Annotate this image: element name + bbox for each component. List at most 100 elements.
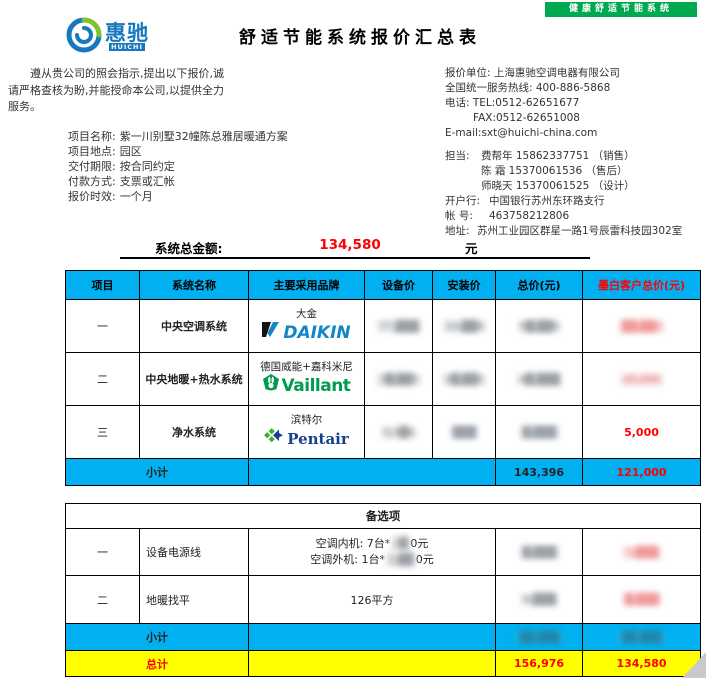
bank-row: 开户行: 中国银行苏州东环路支行 [445,194,703,209]
system-total-label: 系统总金额: [155,241,223,256]
spec-price-censored: 2█ [390,536,411,552]
health-comfort-badge: 健康舒适节能系统 [545,2,697,17]
main-quote-table: 项目 系统名称 主要采用品牌 设备价 安装价 总价(元) 墨白客户总价(元) 一… [65,270,701,486]
col-header-brand: 主要采用品牌 [248,270,365,300]
device-price-censored: 2█,██5 [376,372,421,386]
bank-label: 开户行: [445,195,481,207]
subtotal-total-censored: ██,███ [515,630,563,644]
client-price-censored: 45,000 [620,372,663,386]
brand-cell: 滨特尔 Pentair [248,405,365,459]
client-price-censored: 3,███ [622,545,661,559]
install-price-censored: ███ [449,425,479,439]
field-label: 报价时效: [68,190,116,203]
brand-name-cn: 滨特尔 [290,413,323,426]
table-row-hvac: 一 中央空调系统 大金 DAIKIN 77,███ 19,██0 9█,██0 … [65,299,701,353]
vaillant-logo-icon [262,373,279,398]
table-row-water: 三 净水系统 滨特尔 Pentair 5,5█6 ███ █,███ 5,000 [65,405,701,459]
quote-company-info: 报价单位: 上海惠驰空调电器有限公司 全国统一服务热线: 400-886-586… [445,66,703,141]
brand-name-cn: 大金 [296,307,317,320]
spec-price-censored: 2,██ [384,552,416,568]
grand-total-value: 156,976 [495,650,583,677]
col-header-total-price: 总价(元) [495,270,583,300]
project-fields: 项目名称: 紫一川别墅32幢陈总雅居暖通方案 项目地点: 园区 交付期限: 按合同约定… [68,129,288,204]
pentair-logo-icon [264,427,284,451]
huichi-swirl-icon [66,17,102,57]
total-price-censored: █,███ [519,425,559,439]
logo-text-en: HUICHI [109,43,145,51]
brand-cell: 大金 DAIKIN [248,299,365,353]
device-price-censored: 77,███ [376,319,421,333]
field-value: 支票或汇帐 [119,175,175,188]
total-price-censored: 9,███ [519,593,559,606]
col-header-device-price: 设备价 [364,270,433,300]
option-spec: 空调内机: 7台* 2█ 0元 空调外机: 1台* 2,██ 0元 [248,528,496,576]
table-header-row: 项目 系统名称 主要采用品牌 设备价 安装价 总价(元) 墨白客户总价(元) [65,270,701,300]
system-total-unit: 元 [465,241,478,256]
address-row: 地址: 苏州工业园区群星一路1号辰雷科技园302室 [445,224,703,239]
spec-line-outdoor: 空调外机: 1台* 2,██ 0元 [310,552,434,568]
system-name: 中央空调系统 [139,299,249,353]
install-price-censored: 2█,██1 [441,372,487,386]
client-price-censored: █,███ [622,593,662,606]
client-price-censored: ██,██0 [618,319,665,333]
option-name: 设备电源线 [139,528,249,576]
subtotal-spacer [248,458,496,486]
email-line: E-mail:sxt@huichi-china.com [445,127,598,139]
subtotal-client: 121,000 [582,458,701,486]
daikin-wordmark: DAIKIN [283,322,351,343]
quote-validity-row: 报价时效: 一个月 [68,189,288,204]
company-logo: 惠驰 HUICHI [66,17,149,57]
subtotal-client-censored: ██,███ [618,630,665,644]
page-corner-shade [682,652,706,678]
project-name-row: 项目名称: 紫一川别墅32幢陈总雅居暖通方案 [68,129,288,144]
options-table: 备选项 一 设备电源线 空调内机: 7台* 2█ 0元 空调外机: 1台* 2,██ 0… [64,503,702,677]
system-name: 中央地暖+热水系统 [139,352,249,406]
col-header-system: 系统名称 [139,270,249,300]
subtotal-total: 143,396 [495,458,583,486]
project-location-row: 项目地点: 园区 [68,144,288,159]
install-price-censored: 19,██0 [441,319,487,333]
row-no: 三 [65,405,140,459]
brand-name-cn: 德国威能+嘉科米尼 [260,360,353,373]
system-total-line: 系统总金额: 134,580 元 [120,236,590,259]
col-header-install-price: 安装价 [432,270,496,300]
subtotal-spacer [248,623,496,651]
options-subtotal-row: 小计 ██,███ ██,███ [65,623,702,651]
tel-line: 电话: TEL:0512-62651677 [445,97,580,109]
subtotal-label: 小计 [65,623,249,651]
table-row-power-cable: 一 设备电源线 空调内机: 7台* 2█ 0元 空调外机: 1台* 2,██ 0元 █,… [65,528,702,576]
field-value: 紫一川别墅32幢陈总雅居暖通方案 [119,130,288,143]
page-title: 舒适节能系统报价汇总表 [239,28,481,48]
field-label: 项目名称: [68,130,116,143]
field-value: 一个月 [119,190,153,203]
staff-label: 担当: [445,150,470,162]
grand-total-label: 总计 [65,650,249,677]
intro-paragraph: 遵从贵公司的照会指示,提出以下报价,诚请严格查核为盼,并能授命本公司,以提供全力… [8,67,224,113]
staff-aftersales: 陈 霜 15370061536 （售后） [481,165,628,177]
row-no: 一 [65,299,140,353]
total-price-censored: 9█,██0 [516,319,562,333]
field-label: 项目地点: [68,145,116,158]
col-header-client-price: 墨白客户总价(元) [582,270,701,300]
vaillant-wordmark: Vaillant [281,375,351,396]
delivery-term-row: 交付期限: 按合同约定 [68,159,288,174]
spec-line-indoor: 空调内机: 7台* 2█ 0元 [315,536,429,552]
staff-sales: 费帮年 15862337751 （销售） [481,150,635,162]
row-no: 二 [65,575,140,624]
field-value: 园区 [119,145,142,158]
fax-line: FAX:0512-62651008 [473,112,580,124]
payment-method-row: 付款方式: 支票或汇帐 [68,174,288,189]
options-title-row: 备选项 [64,503,702,529]
address-value: 苏州工业园区群星一路1号辰雷科技园302室 [477,225,683,237]
subtotal-row: 小计 143,396 121,000 [65,458,701,486]
quote-company-line: 报价单位: 上海惠驰空调电器有限公司 [445,67,620,79]
grand-client-value: 134,580 [581,650,702,677]
option-spec: 126平方 [248,575,496,624]
bank-value: 中国银行苏州东环路支行 [489,195,605,207]
logo-text-cn: 惠驰 [105,21,149,45]
account-row: 帐 号: 463758212806 [445,209,703,224]
options-title: 备选项 [64,503,702,529]
total-price-censored: █,███ [519,545,559,559]
field-value: 按合同约定 [119,160,175,173]
